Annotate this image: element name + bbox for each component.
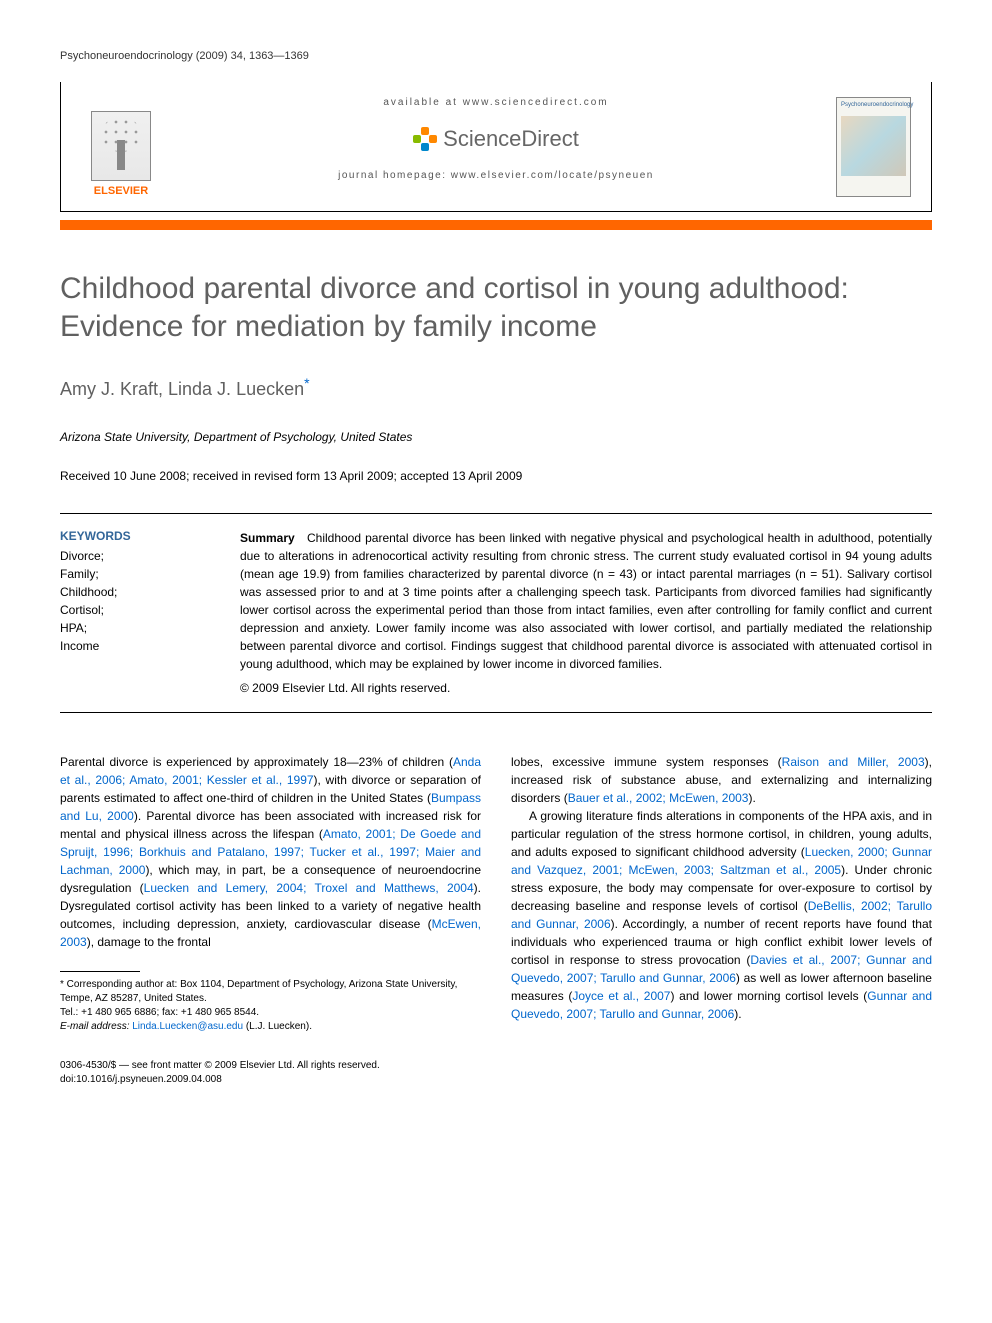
sciencedirect-logo: ScienceDirect — [271, 126, 721, 152]
footnote-separator — [60, 971, 140, 972]
divider-line — [60, 712, 932, 713]
keyword-item: Family; — [60, 565, 210, 583]
body-paragraph: A growing literature finds alterations i… — [511, 807, 932, 1023]
corresponding-author-star-icon: * — [304, 375, 309, 391]
summary-label: Summary — [240, 531, 295, 545]
citation: Joyce et al., 2007 — [572, 989, 670, 1003]
corresponding-author-footnote: * Corresponding author at: Box 1104, Dep… — [60, 978, 481, 1034]
abstract-section: KEYWORDS Divorce;Family;Childhood;Cortis… — [60, 514, 932, 712]
citation: Luecken and Lemery, 2004; Troxel and Mat… — [144, 881, 474, 895]
doi: doi:10.1016/j.psyneuen.2009.04.008 — [60, 1073, 932, 1087]
keywords-column: KEYWORDS Divorce;Family;Childhood;Cortis… — [60, 529, 210, 697]
journal-cover-title: Psychoneuroendocrinology — [841, 102, 906, 108]
sciencedirect-icon — [413, 127, 437, 151]
body-paragraph: lobes, excessive immune system responses… — [511, 753, 932, 807]
affiliation: Arizona State University, Department of … — [60, 430, 932, 444]
journal-cover-thumbnail: Psychoneuroendocrinology — [836, 97, 911, 197]
keyword-item: Childhood; — [60, 583, 210, 601]
journal-cover-image — [841, 116, 906, 176]
right-column: lobes, excessive immune system responses… — [511, 753, 932, 1034]
divider-bar — [60, 220, 932, 230]
article-dates: Received 10 June 2008; received in revis… — [60, 469, 932, 483]
citation: Raison and Miller, 2003 — [782, 755, 925, 769]
issn-copyright: 0306-4530/$ — see front matter © 2009 El… — [60, 1059, 932, 1073]
keyword-item: Divorce; — [60, 547, 210, 565]
keyword-item: HPA; — [60, 619, 210, 637]
platform-name: ScienceDirect — [443, 126, 579, 152]
footnote-tel: Tel.: +1 480 965 6886; fax: +1 480 965 8… — [60, 1007, 259, 1018]
publisher-logo: ELSEVIER — [81, 97, 161, 197]
body-paragraph: Parental divorce is experienced by appro… — [60, 753, 481, 951]
publisher-name: ELSEVIER — [94, 185, 148, 197]
journal-header-box: ELSEVIER available at www.sciencedirect.… — [60, 82, 932, 212]
header-center: available at www.sciencedirect.com Scien… — [271, 97, 721, 181]
article-title: Childhood parental divorce and cortisol … — [60, 270, 932, 345]
running-header: Psychoneuroendocrinology (2009) 34, 1363… — [60, 50, 932, 62]
available-at-text: available at www.sciencedirect.com — [271, 97, 721, 108]
footnote-label: * Corresponding author at: — [60, 979, 177, 990]
footnote-email: Linda.Luecken@asu.edu — [132, 1021, 243, 1032]
journal-homepage: journal homepage: www.elsevier.com/locat… — [271, 170, 721, 181]
homepage-prefix: journal homepage: — [338, 170, 446, 181]
footnote-email-suffix: (L.J. Luecken). — [246, 1021, 312, 1032]
elsevier-tree-icon — [91, 111, 151, 181]
left-column: Parental divorce is experienced by appro… — [60, 753, 481, 1034]
summary-column: Summary Childhood parental divorce has b… — [240, 529, 932, 697]
authors: Amy J. Kraft, Linda J. Luecken* — [60, 375, 932, 400]
keyword-item: Income — [60, 637, 210, 655]
copyright-text: © 2009 Elsevier Ltd. All rights reserved… — [240, 679, 932, 697]
author-names: Amy J. Kraft, Linda J. Luecken — [60, 379, 304, 399]
homepage-url: www.elsevier.com/locate/psyneuen — [451, 170, 654, 181]
keyword-item: Cortisol; — [60, 601, 210, 619]
keywords-heading: KEYWORDS — [60, 529, 210, 543]
footnote-email-label: E-mail address: — [60, 1021, 129, 1032]
citation: Bauer et al., 2002; McEwen, 2003 — [568, 791, 749, 805]
summary-text: Childhood parental divorce has been link… — [240, 531, 932, 671]
bottom-info: 0306-4530/$ — see front matter © 2009 El… — [60, 1059, 932, 1087]
body-text: Parental divorce is experienced by appro… — [60, 753, 932, 1034]
